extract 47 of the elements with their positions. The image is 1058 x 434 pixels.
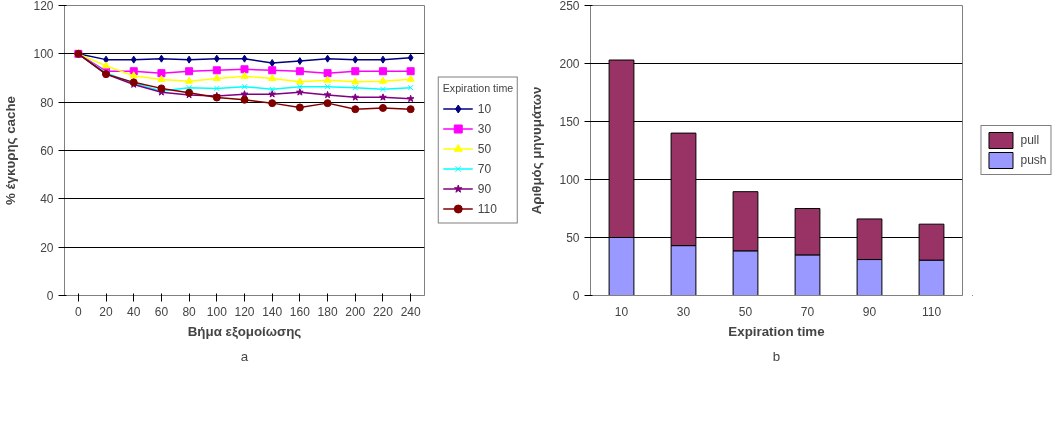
legend-label: 110 (477, 201, 498, 216)
x-tick-label: 30 (676, 304, 691, 319)
legend-label: 10 (477, 101, 493, 116)
x-tick-label: 0 (75, 304, 83, 319)
y-tick-label: 100 (559, 173, 580, 187)
y-tick-label: 100 (33, 47, 54, 62)
x-tick-label: 220 (372, 304, 394, 319)
x-tick-label: 140 (262, 304, 283, 319)
x-tick-label: 160 (289, 304, 311, 319)
legend-label: 30 (477, 121, 493, 136)
legend-label: 70 (477, 161, 493, 176)
x-tick-label: 40 (127, 304, 141, 319)
x-tick-label: 80 (182, 304, 197, 319)
text: a (240, 348, 249, 364)
y-tick-label: 0 (572, 289, 580, 303)
legend-label: 50 (477, 141, 493, 156)
x-tick-label: 100 (206, 304, 228, 319)
y-tick-label: 150 (559, 115, 580, 129)
y-tick-label: 200 (559, 57, 580, 71)
y-axis-title: Αριθμός μηνυμάτων (529, 86, 545, 215)
legend-title: Expiration time (442, 81, 514, 94)
y-axis-title: % έγκυρης cache (3, 96, 19, 205)
text: b (772, 348, 781, 364)
y-tick-label: 50 (566, 231, 580, 245)
y-tick-label: 20 (40, 240, 54, 255)
x-tick-label: 200 (345, 304, 366, 319)
x-axis-title: Βήμα εξομοίωσης (187, 323, 302, 339)
y-tick-label: 250 (559, 0, 580, 13)
legend-label: push (1020, 153, 1047, 167)
legend-label: pull (1020, 133, 1041, 147)
x-tick-label: 60 (154, 304, 169, 319)
x-tick-label: 180 (317, 304, 338, 319)
legend-label: 90 (477, 181, 493, 196)
y-tick-label: 80 (40, 95, 54, 110)
y-tick-label: 0 (46, 289, 54, 303)
x-tick-label: 240 (400, 304, 421, 319)
y-tick-label: 120 (33, 0, 54, 13)
x-tick-label: 110 (921, 304, 942, 319)
x-tick-label: 90 (862, 304, 877, 319)
x-tick-label: 10 (614, 304, 629, 319)
x-axis-title: Expiration time (728, 323, 825, 339)
y-tick-label: 40 (40, 192, 54, 207)
y-tick-label: 60 (40, 144, 54, 158)
x-tick-label: 20 (99, 304, 114, 319)
x-tick-label: 50 (738, 304, 753, 319)
x-tick-label: 120 (234, 304, 255, 319)
x-tick-label: 70 (800, 304, 815, 319)
